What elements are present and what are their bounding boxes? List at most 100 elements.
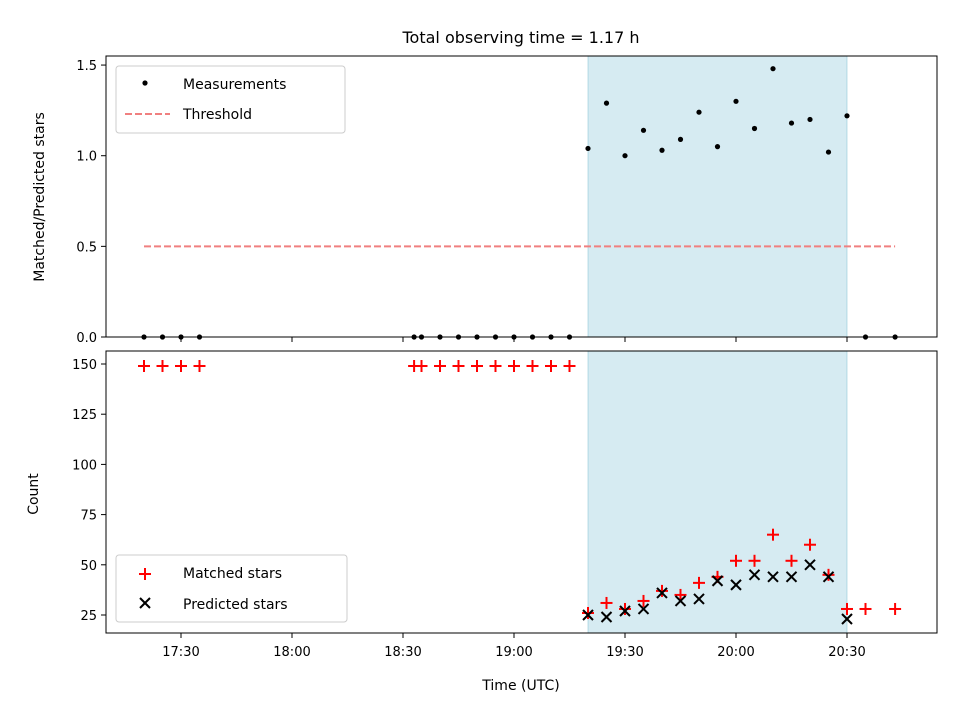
predicted-star-point — [582, 609, 594, 621]
matched-star-point — [619, 602, 631, 615]
y-tick-label: 0.0 — [76, 331, 97, 346]
predicted-star-point — [711, 575, 724, 587]
matched-star-point — [822, 568, 835, 581]
matched-star-point — [582, 606, 594, 619]
x-tick-label: 20:00 — [717, 645, 754, 660]
predicted-star-point — [730, 579, 742, 591]
chart-title: Total observing time = 1.17 h — [401, 28, 639, 47]
x-tick-label: 19:30 — [606, 645, 643, 660]
y-tick-label: 1.0 — [76, 150, 97, 165]
matched-star-point — [785, 554, 798, 567]
predicted-star-point — [767, 571, 779, 583]
top-shaded-region — [587, 55, 848, 338]
matched-star-point — [859, 602, 872, 615]
predicted-star-point — [748, 569, 761, 581]
y-tick-label: 125 — [72, 408, 97, 423]
measurement-point — [640, 127, 647, 133]
predicted-star-point — [637, 603, 650, 615]
bottom-shaded-region — [587, 350, 848, 634]
matched-star-point — [804, 538, 816, 551]
bottom-y-ticks: 25 50 75 100 125 150 — [72, 358, 106, 624]
matched-star-point — [545, 360, 557, 373]
matched-star-point — [730, 554, 742, 567]
measurement-point — [733, 98, 739, 104]
matched-star-point — [452, 360, 465, 373]
bottom-legend: Matched stars Predicted stars — [115, 554, 348, 623]
matched-star-point — [175, 360, 187, 373]
matched-star-point — [600, 596, 613, 609]
matched-star-point — [434, 360, 446, 373]
predicted-star-point — [693, 593, 705, 605]
measurement-point — [770, 66, 776, 72]
x-axis-label: Time (UTC) — [481, 678, 559, 694]
top-x-ticks — [180, 337, 848, 342]
matched-star-point — [674, 588, 687, 601]
y-tick-label: 25 — [80, 609, 97, 624]
legend-measurements-marker — [142, 80, 148, 86]
predicted-star-point — [804, 559, 816, 571]
x-tick-label: 18:00 — [273, 645, 310, 660]
legend-measurements-label: Measurements — [183, 77, 286, 93]
x-tick-label: 18:30 — [384, 645, 421, 660]
predicted-star-point — [841, 613, 853, 625]
matched-star-point — [526, 360, 539, 373]
measurement-point — [825, 149, 832, 155]
measurement-point — [751, 125, 758, 132]
measurement-point — [659, 147, 665, 153]
matched-star-point — [415, 360, 428, 373]
matched-star-point — [889, 602, 902, 615]
legend-matched-marker — [139, 568, 151, 580]
top-y-axis-label: Matched/Predicted stars — [32, 112, 48, 282]
matched-star-point — [656, 584, 668, 597]
x-tick-label: 19:00 — [495, 645, 532, 660]
measurement-point — [603, 100, 610, 106]
x-tick-label: 17:30 — [162, 645, 199, 660]
bottom-y-axis-label: Count — [26, 473, 42, 515]
legend-predicted-label: Predicted stars — [183, 597, 288, 613]
bottom-axes-frame — [105, 350, 938, 634]
y-tick-label: 100 — [72, 458, 97, 473]
matched-star-point — [841, 602, 853, 615]
matched-star-point — [508, 360, 520, 373]
matched-star-point — [563, 360, 576, 373]
measurement-point — [677, 136, 684, 142]
bottom-plot-marks — [138, 360, 902, 625]
matched-star-point — [693, 576, 705, 589]
matched-star-point — [471, 360, 483, 373]
y-tick-label: 0.5 — [76, 240, 97, 255]
bottom-panel: 25 50 75 100 125 150 17:30 18:00 18:30 19:00 19:3… — [26, 350, 938, 694]
measurement-point — [788, 120, 795, 126]
measurement-point — [714, 144, 721, 150]
predicted-star-point — [619, 605, 631, 617]
matched-star-point — [767, 528, 779, 541]
y-tick-label: 1.5 — [76, 59, 97, 74]
predicted-star-point — [674, 595, 687, 607]
matched-star-point — [637, 594, 650, 607]
predicted-star-point — [822, 571, 835, 583]
top-axes-frame — [105, 55, 938, 338]
matched-star-point — [193, 360, 206, 373]
y-tick-label: 50 — [80, 559, 97, 574]
measurement-point — [807, 116, 813, 123]
top-y-ticks: 0.0 0.5 1.0 1.5 — [76, 59, 106, 346]
x-tick-label: 20:30 — [828, 645, 865, 660]
matched-star-point — [489, 360, 502, 373]
measurement-point — [844, 113, 850, 119]
bottom-x-ticks: 17:30 18:00 18:30 19:00 19:30 20:00 20:30 — [162, 633, 866, 660]
y-tick-label: 75 — [80, 509, 97, 524]
predicted-star-point — [600, 611, 613, 623]
predicted-star-point — [785, 571, 798, 583]
matched-star-point — [748, 554, 761, 567]
matched-star-point — [138, 360, 150, 373]
predicted-star-point — [656, 587, 668, 599]
measurement-point — [585, 145, 591, 152]
measurement-point — [622, 153, 628, 159]
legend-matched-label: Matched stars — [183, 566, 282, 582]
measurement-point — [696, 109, 702, 115]
matched-star-point — [156, 360, 169, 373]
legend-predicted-marker — [139, 597, 151, 609]
top-legend: Measurements Threshold — [115, 65, 346, 134]
legend-threshold-label: Threshold — [182, 107, 252, 123]
y-tick-label: 150 — [72, 358, 97, 373]
